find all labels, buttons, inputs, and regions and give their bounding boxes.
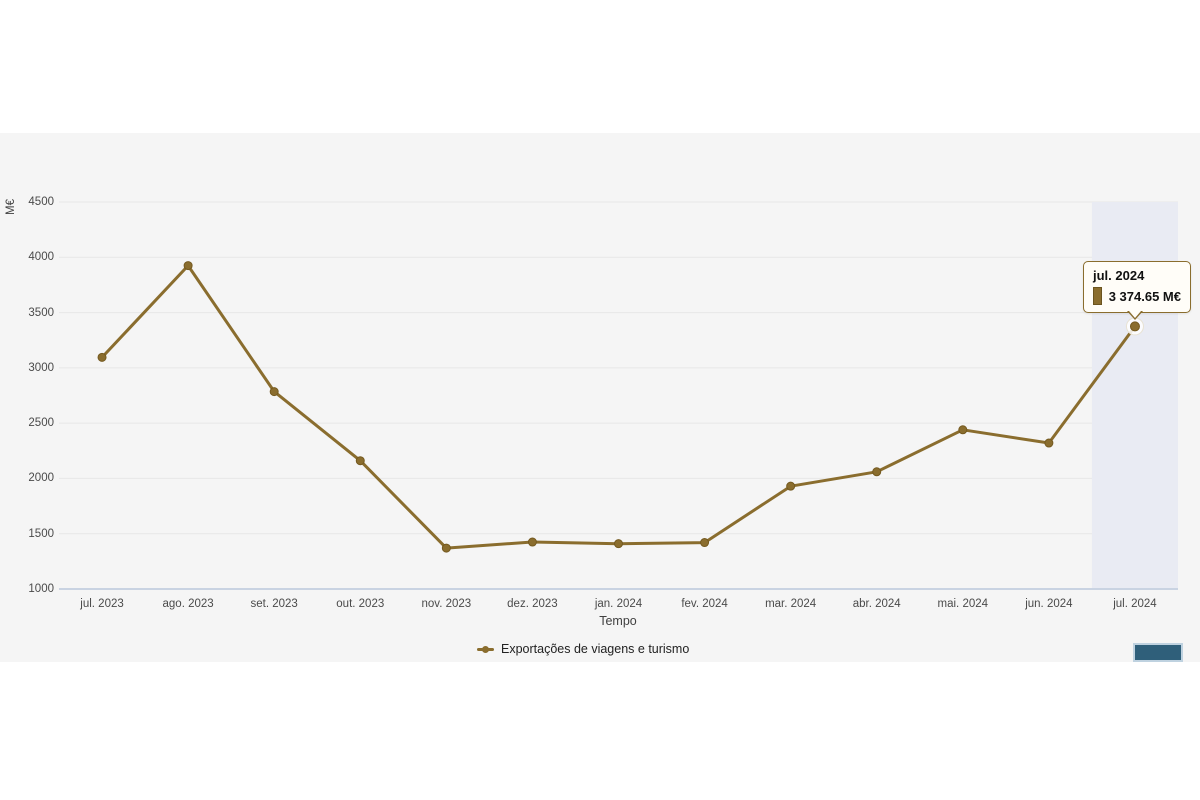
data-point[interactable] bbox=[614, 539, 623, 549]
y-axis-tick-label: 1000 bbox=[28, 583, 54, 595]
x-axis-title: Tempo bbox=[599, 614, 637, 628]
y-axis-tick-label: 2500 bbox=[28, 417, 54, 430]
tooltip-value: 3 374.65 M€ bbox=[1108, 288, 1181, 304]
tooltip-series-swatch bbox=[1093, 287, 1102, 305]
chart-panel: M€ 1000 1500 2000 2500 3000 3500 4000 4500 jul.… bbox=[0, 133, 1200, 662]
y-axis-tick-label: 4000 bbox=[28, 251, 54, 264]
x-axis-tick-label: nov. 2023 bbox=[421, 598, 472, 610]
data-point[interactable] bbox=[700, 538, 710, 548]
tooltip-arrow-icon bbox=[1127, 310, 1143, 320]
x-axis-tick-label: mar. 2024 bbox=[765, 598, 817, 610]
data-point[interactable] bbox=[958, 425, 968, 435]
y-axis-tick-label: 1500 bbox=[28, 527, 54, 540]
data-point[interactable] bbox=[1129, 321, 1140, 332]
x-axis-tick-label: set. 2023 bbox=[250, 598, 298, 610]
data-point[interactable] bbox=[269, 387, 279, 397]
x-axis-tick-label: abr. 2024 bbox=[852, 598, 901, 610]
data-point[interactable] bbox=[355, 456, 365, 466]
x-axis-tick-label: dez. 2023 bbox=[507, 598, 558, 610]
y-axis-tick-label: 3000 bbox=[28, 361, 54, 374]
tooltip: jul. 2024 3 374.65 M€ bbox=[1083, 261, 1191, 320]
chart-control-button[interactable] bbox=[1133, 643, 1183, 662]
x-axis-tick-label: ago. 2023 bbox=[162, 598, 214, 610]
x-axis-tick-label: jul. 2024 bbox=[1113, 598, 1157, 610]
y-axis-tick-label: 2000 bbox=[28, 472, 54, 485]
x-axis-tick-label: out. 2023 bbox=[336, 598, 385, 610]
legend-line-marker-icon bbox=[477, 645, 494, 653]
legend-label: Exportações de viagens e turismo bbox=[501, 642, 690, 656]
x-axis-tick-label: jan. 2024 bbox=[594, 598, 643, 610]
chart-canvas bbox=[59, 201, 1178, 590]
legend-item[interactable]: Exportações de viagens e turismo bbox=[477, 642, 689, 656]
series-line bbox=[100, 264, 1137, 550]
x-axis-tick-label: jun. 2024 bbox=[1025, 598, 1073, 610]
tooltip-arrow-inner bbox=[1129, 310, 1141, 318]
data-point[interactable] bbox=[441, 543, 451, 553]
y-axis-tick-label: 4500 bbox=[28, 196, 54, 208]
data-point[interactable] bbox=[1044, 438, 1054, 448]
x-axis-tick-label: jul. 2023 bbox=[80, 598, 124, 610]
tooltip-title: jul. 2024 bbox=[1093, 268, 1145, 283]
x-axis-tick-label: mai. 2024 bbox=[937, 598, 989, 610]
data-point[interactable] bbox=[786, 481, 796, 491]
data-point[interactable] bbox=[183, 261, 193, 271]
data-point[interactable] bbox=[527, 537, 537, 547]
data-point[interactable] bbox=[97, 352, 107, 362]
data-point[interactable] bbox=[872, 467, 882, 477]
x-axis-tick-label: fev. 2024 bbox=[681, 598, 728, 610]
y-axis-tick-label: 3500 bbox=[28, 306, 54, 319]
tooltip-row: 3 374.65 M€ bbox=[1093, 287, 1181, 305]
legend-dot-icon bbox=[482, 645, 489, 653]
